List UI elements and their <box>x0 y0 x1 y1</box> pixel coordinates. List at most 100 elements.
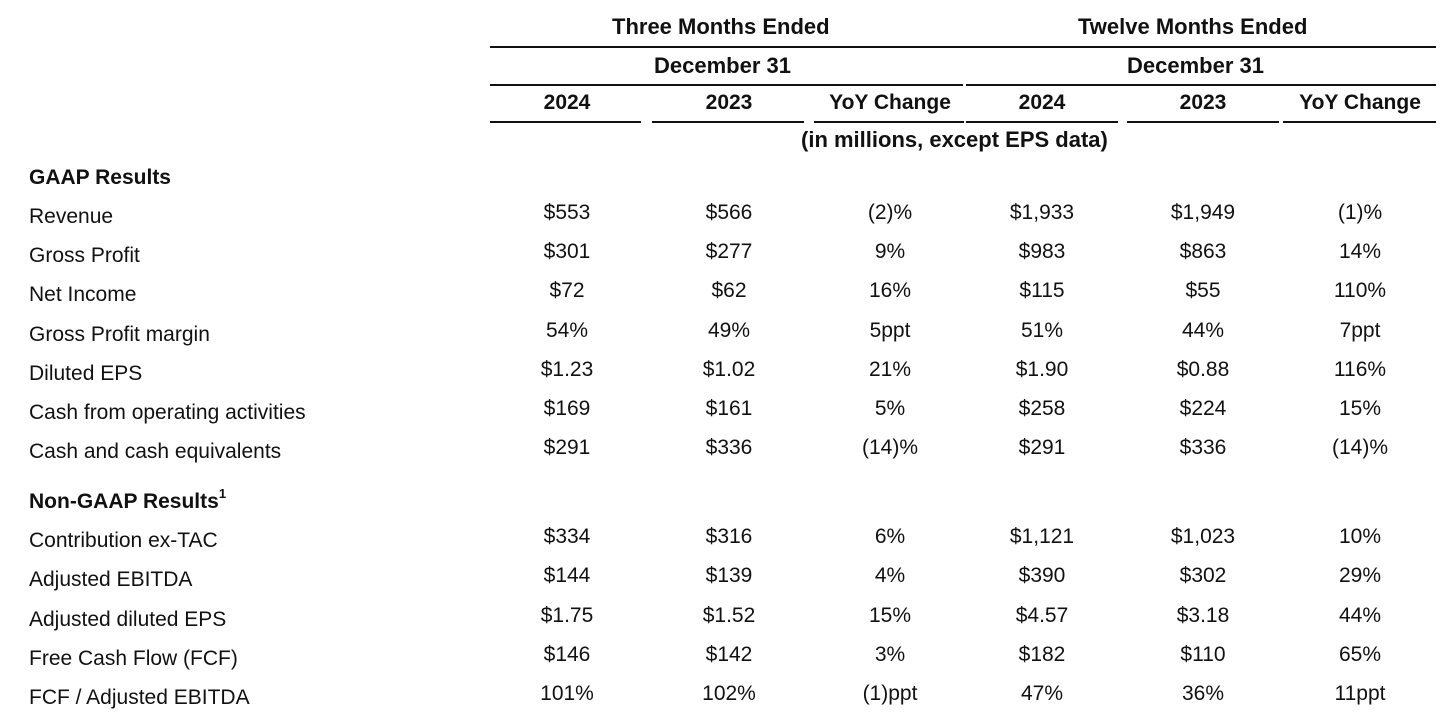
gaap-row-label: Gross Profit <box>29 244 140 268</box>
gaap-cell: $277 <box>705 240 753 264</box>
non-gaap-cell: 36% <box>1181 682 1225 706</box>
non-gaap-cell: 44% <box>1338 603 1382 627</box>
gaap-cell: 54% <box>545 318 589 342</box>
non-gaap-cell: $390 <box>1018 564 1066 588</box>
col-header-2024-y: 2024 <box>1018 91 1066 114</box>
gaap-row-label: Net Income <box>29 283 137 307</box>
non-gaap-cell: 3% <box>874 642 906 666</box>
non-gaap-cell: $110 <box>1180 642 1226 666</box>
twelve-months-ended-header: Twelve Months Ended <box>1078 14 1308 39</box>
gaap-cell: 9% <box>874 240 906 264</box>
gaap-cell: 44% <box>1181 318 1225 342</box>
gaap-cell: $224 <box>1179 397 1227 420</box>
col-header-2023-y: 2023 <box>1179 91 1227 114</box>
gaap-row-label: Cash from operating activities <box>29 401 306 424</box>
non-gaap-cell: $182 <box>1018 642 1066 666</box>
non-gaap-row-label: Free Cash Flow (FCF) <box>29 646 238 670</box>
non-gaap-cell: 102% <box>702 682 756 706</box>
gaap-cell: $62 <box>711 279 747 303</box>
gaap-cell: $983 <box>1018 240 1066 264</box>
col-header-2024-q: 2024 <box>543 91 591 114</box>
col-rule-1 <box>490 121 641 123</box>
non-gaap-cell: 6% <box>874 525 906 548</box>
gaap-cell: $336 <box>1179 436 1227 460</box>
gaap-cell: 116% <box>1333 357 1387 381</box>
non-gaap-cell: $334 <box>543 525 591 548</box>
gaap-cell: 7ppt <box>1339 318 1381 342</box>
header-rule-left-dates <box>490 84 963 86</box>
gaap-row-label: Gross Profit margin <box>29 322 210 346</box>
col-header-yoy-y: YoY Change <box>1299 91 1421 114</box>
header-rule-right-dates <box>966 84 1436 86</box>
gaap-cell: (2)% <box>867 201 913 224</box>
gaap-cell: 49% <box>707 318 751 342</box>
non-gaap-cell: $1,121 <box>1009 525 1075 548</box>
col-header-2023-q: 2023 <box>705 91 753 114</box>
non-gaap-section-title: Non-GAAP Results1 <box>29 486 227 515</box>
gaap-cell: $0.88 <box>1176 357 1230 381</box>
gaap-cell: (14)% <box>861 436 919 460</box>
non-gaap-cell: $1.75 <box>540 603 594 627</box>
gaap-cell: $1,933 <box>1009 201 1075 224</box>
date-left-header: December 31 <box>654 53 791 78</box>
non-gaap-cell: 47% <box>1020 682 1064 706</box>
gaap-cell: $336 <box>705 436 753 460</box>
non-gaap-cell: $144 <box>543 564 591 588</box>
non-gaap-cell: 4% <box>874 564 906 588</box>
col-rule-2 <box>652 121 804 123</box>
three-months-ended-header: Three Months Ended <box>612 14 830 39</box>
non-gaap-title-text: Non-GAAP Results <box>29 490 219 513</box>
gaap-cell: 16% <box>868 279 912 303</box>
non-gaap-cell: 29% <box>1338 564 1382 588</box>
non-gaap-row-label: Adjusted EBITDA <box>29 568 193 592</box>
col-rule-3 <box>814 121 964 123</box>
non-gaap-row-label: Contribution ex-TAC <box>29 529 218 552</box>
gaap-cell: $301 <box>543 240 591 264</box>
gaap-cell: (1)% <box>1337 201 1383 224</box>
non-gaap-cell: 15% <box>868 603 912 627</box>
gaap-cell: 14% <box>1338 240 1382 264</box>
gaap-row-label: Cash and cash equivalents <box>29 440 282 464</box>
units-note: (in millions, except EPS data) <box>801 127 1108 152</box>
header-rule-top <box>490 46 1436 48</box>
non-gaap-cell: $3.18 <box>1176 603 1230 627</box>
col-rule-5 <box>1127 121 1279 123</box>
gaap-cell: $169 <box>543 397 591 420</box>
footnote-marker: 1 <box>218 486 227 501</box>
gaap-cell: $291 <box>1018 436 1066 460</box>
non-gaap-cell: 11ppt <box>1334 682 1386 706</box>
gaap-cell: $1.02 <box>702 357 756 381</box>
gaap-cell: $161 <box>705 397 753 420</box>
gaap-cell: (14)% <box>1331 436 1389 460</box>
gaap-cell: 5ppt <box>869 318 911 342</box>
gaap-cell: $55 <box>1185 279 1221 303</box>
gaap-cell: 51% <box>1020 318 1064 342</box>
date-right-header: December 31 <box>1127 53 1264 78</box>
non-gaap-cell: 65% <box>1338 642 1382 666</box>
non-gaap-cell: $1,023 <box>1170 525 1236 548</box>
gaap-cell: $553 <box>543 201 591 224</box>
gaap-cell: $72 <box>549 279 585 303</box>
non-gaap-row-label: FCF / Adjusted EBITDA <box>29 686 250 710</box>
gaap-cell: $863 <box>1179 240 1227 264</box>
col-header-yoy-q: YoY Change <box>829 91 951 114</box>
gaap-cell: 15% <box>1338 397 1382 420</box>
non-gaap-cell: $142 <box>705 642 753 666</box>
non-gaap-cell: (1)ppt <box>862 682 918 706</box>
col-rule-6 <box>1283 121 1436 123</box>
gaap-cell: $1.90 <box>1015 357 1069 381</box>
gaap-cell: $115 <box>1019 279 1065 303</box>
non-gaap-cell: $4.57 <box>1015 603 1069 627</box>
non-gaap-row-label: Adjusted diluted EPS <box>29 607 227 631</box>
non-gaap-cell: $302 <box>1179 564 1227 588</box>
non-gaap-cell: 10% <box>1338 525 1382 548</box>
gaap-cell: $566 <box>705 201 753 224</box>
gaap-cell: $1,949 <box>1170 201 1236 224</box>
non-gaap-cell: 101% <box>540 682 594 706</box>
gaap-cell: 21% <box>868 357 912 381</box>
gaap-cell: $1.23 <box>540 357 594 381</box>
gaap-row-label: Revenue <box>29 205 114 228</box>
non-gaap-cell: $316 <box>705 525 753 548</box>
gaap-cell: 110% <box>1333 279 1387 303</box>
gaap-row-label: Diluted EPS <box>29 361 143 385</box>
